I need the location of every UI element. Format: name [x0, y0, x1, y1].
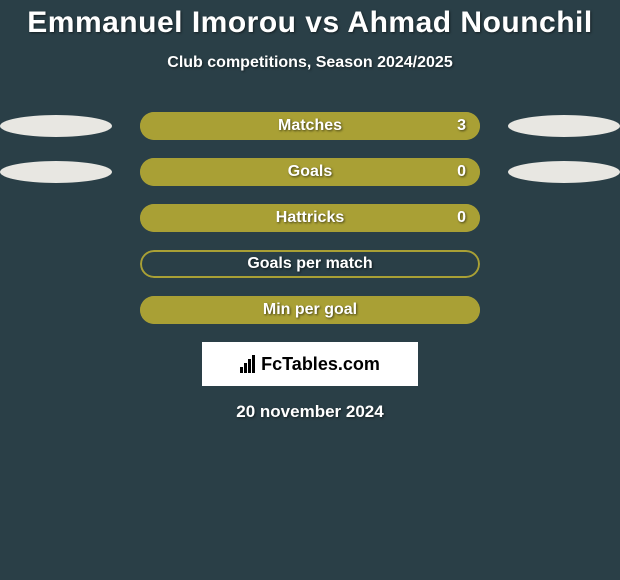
date-label: 20 november 2024 — [0, 402, 620, 422]
player-right-marker — [508, 161, 620, 183]
player-left-marker — [0, 115, 112, 137]
stat-row: Matches 3 — [0, 112, 620, 140]
stat-label: Min per goal — [263, 301, 357, 319]
logo: FcTables.com — [240, 354, 380, 375]
stat-row: Goals 0 — [0, 158, 620, 186]
stat-value: 0 — [457, 163, 466, 181]
stat-bar: Goals per match — [140, 250, 480, 278]
stat-bar: Min per goal — [140, 296, 480, 324]
stat-row: Goals per match — [0, 250, 620, 278]
stat-bar: Hattricks 0 — [140, 204, 480, 232]
logo-box[interactable]: FcTables.com — [202, 342, 418, 386]
subtitle: Club competitions, Season 2024/2025 — [0, 54, 620, 72]
stat-bar: Goals 0 — [140, 158, 480, 186]
stat-bar: Matches 3 — [140, 112, 480, 140]
stat-label: Goals per match — [247, 255, 372, 273]
stat-value: 0 — [457, 209, 466, 227]
stat-row: Min per goal — [0, 296, 620, 324]
stat-label: Hattricks — [276, 209, 344, 227]
page-title: Emmanuel Imorou vs Ahmad Nounchil — [0, 6, 620, 40]
stat-label: Goals — [288, 163, 332, 181]
stat-label: Matches — [278, 117, 342, 135]
stat-row: Hattricks 0 — [0, 204, 620, 232]
stat-value: 3 — [457, 117, 466, 135]
logo-text: FcTables.com — [261, 354, 380, 375]
player-right-marker — [508, 115, 620, 137]
stat-rows: Matches 3 Goals 0 Hattricks 0 Goals per match M… — [0, 112, 620, 324]
player-left-marker — [0, 161, 112, 183]
comparison-widget: Emmanuel Imorou vs Ahmad Nounchil Club c… — [0, 0, 620, 422]
bar-chart-icon — [240, 355, 255, 373]
